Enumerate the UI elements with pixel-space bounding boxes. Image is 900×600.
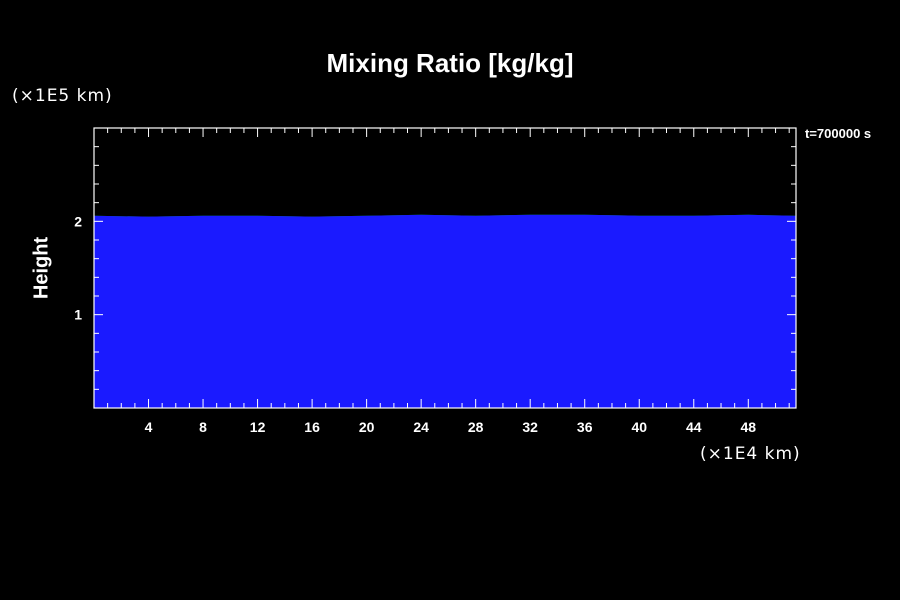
x-tick-label: 44 [686,419,702,435]
chart-title: Mixing Ratio [kg/kg] [326,48,574,78]
contour-band-4 [94,214,796,408]
x-tick-label: 48 [741,419,757,435]
plot-frame [93,127,797,409]
x-tick-label: 40 [631,419,647,435]
x-tick-label: 36 [577,419,593,435]
x-tick-label: 32 [522,419,538,435]
y-tick-label: 2 [74,213,82,229]
background-above [94,128,796,217]
contour-bands [94,128,796,408]
x-tick-label: 16 [304,419,320,435]
time-label: t=700000 s [805,126,872,141]
x-tick-label: 28 [468,419,484,435]
x-tick-label: 8 [199,419,207,435]
x-tick-label: 12 [250,419,266,435]
x-tick-label: 24 [413,419,429,435]
y-axis-multiplier: (×1E5 km) [12,86,113,106]
axes [93,127,797,409]
x-tick-label: 20 [359,419,375,435]
y-tick-label: 1 [74,307,82,323]
x-tick-label: 4 [145,419,153,435]
x-axis-multiplier: (×1E4 km) [700,444,801,464]
